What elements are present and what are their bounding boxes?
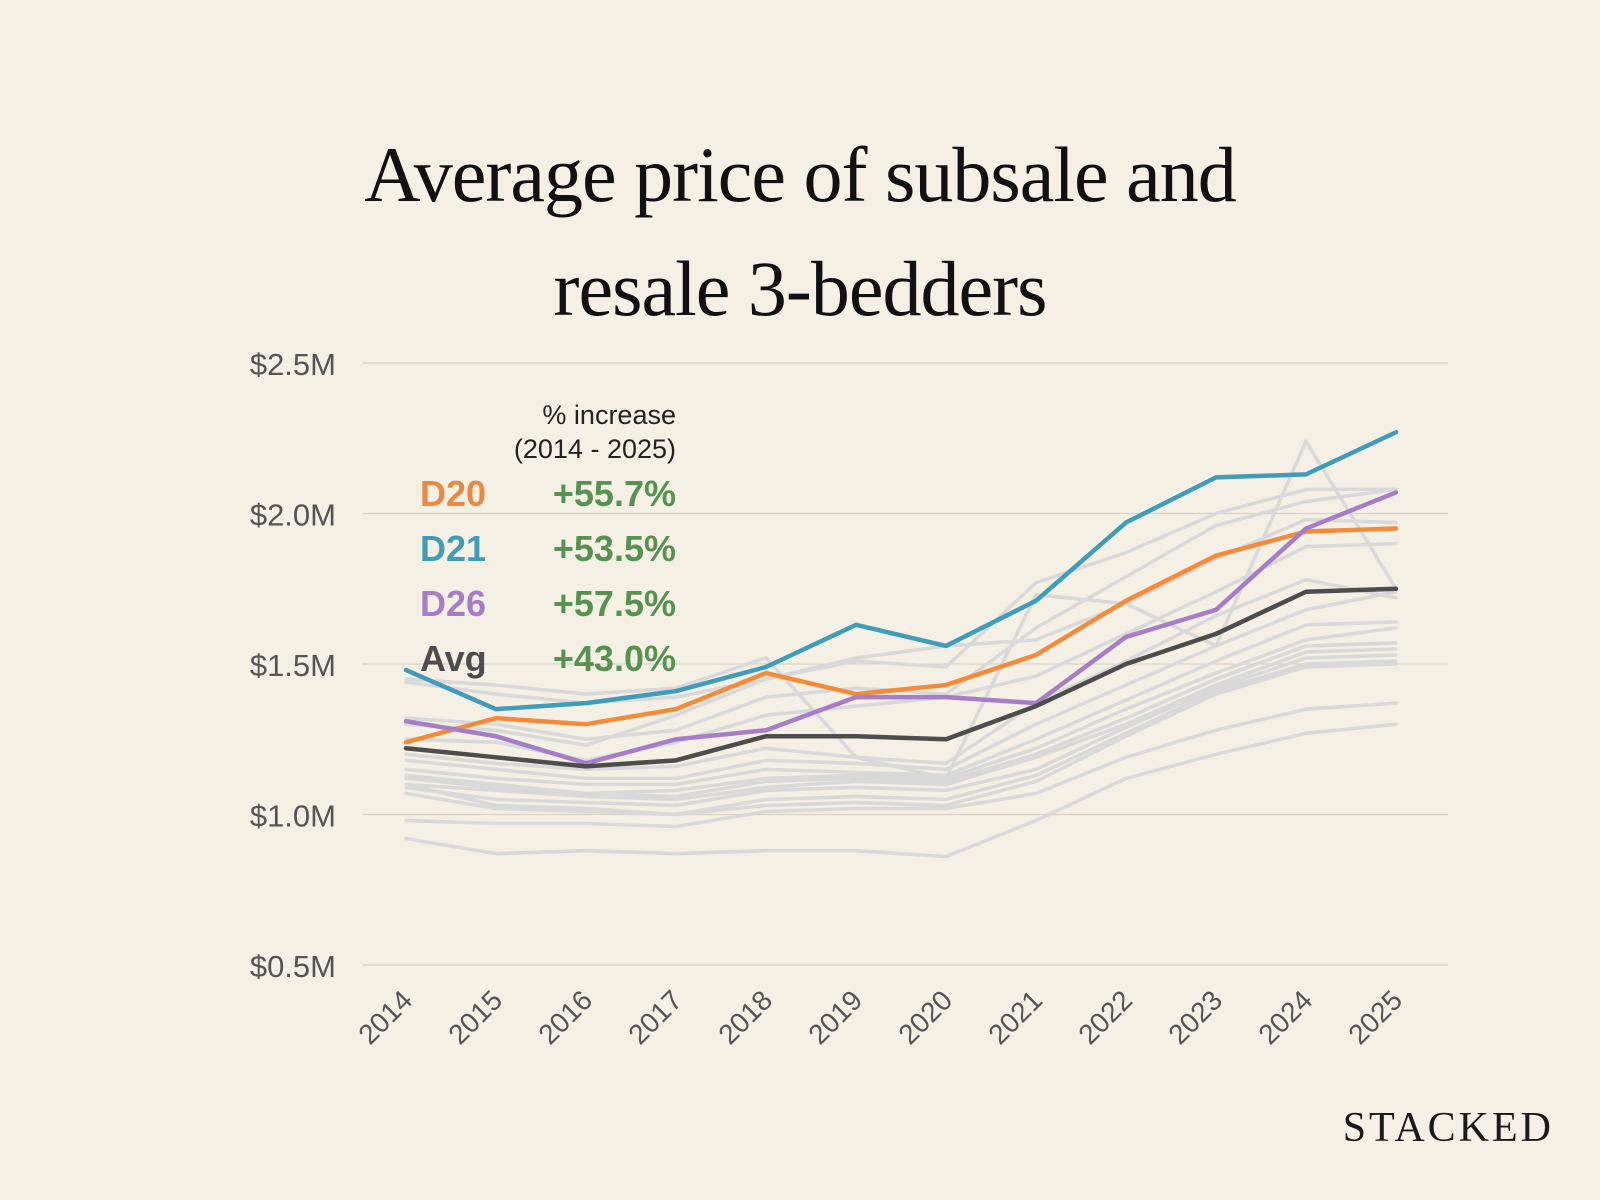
- legend-percent: +53.5%: [552, 528, 676, 569]
- background-series-line: [404, 641, 1398, 799]
- legend-row-d26: D26 +57.5%: [420, 576, 676, 631]
- x-tick-label: 2014: [352, 984, 418, 1050]
- background-series-line: [404, 590, 1398, 781]
- x-tick-label: 2021: [982, 984, 1048, 1050]
- x-tick-label: 2016: [532, 984, 598, 1050]
- background-series-line: [404, 722, 1398, 859]
- background-series-line: [404, 487, 1398, 705]
- legend-percent: +43.0%: [552, 638, 676, 679]
- series-line-d26: [403, 490, 1399, 766]
- legend-row-avg: Avg +43.0%: [420, 631, 676, 686]
- background-series-line: [404, 662, 1398, 817]
- x-tick-label: 2024: [1252, 984, 1318, 1050]
- highlighted-series-group: [403, 429, 1399, 769]
- x-tick-label: 2015: [442, 984, 508, 1050]
- legend-percent: +55.7%: [552, 473, 676, 514]
- x-tick-label: 2022: [1072, 984, 1138, 1050]
- legend-percent: +57.5%: [552, 583, 676, 624]
- legend-row-d21: D21 +53.5%: [420, 521, 676, 576]
- series-line-avg: [403, 586, 1399, 769]
- y-tick-label: $1.5M: [250, 648, 336, 683]
- background-series-line: [404, 577, 1398, 772]
- x-tick-label: 2017: [622, 984, 688, 1050]
- legend-row-d20: D20 +55.7%: [420, 466, 676, 521]
- legend-heading-line-1: % increase: [542, 400, 676, 430]
- background-series-line: [404, 659, 1398, 817]
- y-tick-label: $0.5M: [250, 949, 336, 984]
- y-tick-label: $1.0M: [250, 799, 336, 834]
- y-axis-tick-labels: $0.5M $1.0M $1.5M $2.0M $2.5M: [250, 347, 336, 984]
- background-series-line: [404, 647, 1398, 802]
- x-tick-label: 2025: [1342, 984, 1408, 1050]
- legend-heading: % increase (2014 - 2025): [420, 398, 676, 466]
- background-series-line: [404, 620, 1398, 787]
- title-line-2: resale 3-bedders: [553, 245, 1048, 332]
- x-tick-label: 2020: [892, 984, 958, 1050]
- series-line-d20: [403, 526, 1399, 745]
- series-line-d21: [403, 429, 1399, 712]
- legend-label: Avg: [420, 638, 487, 679]
- x-tick-label: 2018: [712, 984, 778, 1050]
- background-series-line: [404, 701, 1398, 829]
- x-tick-label: 2019: [802, 984, 868, 1050]
- title-line-1: Average price of subsale and: [364, 131, 1236, 218]
- legend-label: D26: [420, 583, 487, 624]
- x-tick-label: 2023: [1162, 984, 1228, 1050]
- chart-title: Average price of subsale and resale 3-be…: [0, 118, 1600, 346]
- legend-heading-line-2: (2014 - 2025): [513, 434, 676, 464]
- legend-label: D20: [420, 473, 487, 514]
- background-series-line: [404, 653, 1398, 808]
- y-tick-label: $2.0M: [250, 498, 336, 533]
- x-axis-tick-labels: 2014 2015 2016 2017 2018 2019 2020 2021 2022 2023…: [352, 984, 1408, 1050]
- legend-label: D21: [420, 528, 487, 569]
- percent-increase-legend: % increase (2014 - 2025) D20 +55.7% D21 …: [420, 398, 676, 686]
- y-tick-label: $2.5M: [250, 347, 336, 382]
- brand-logo: STACKED: [1342, 1105, 1554, 1151]
